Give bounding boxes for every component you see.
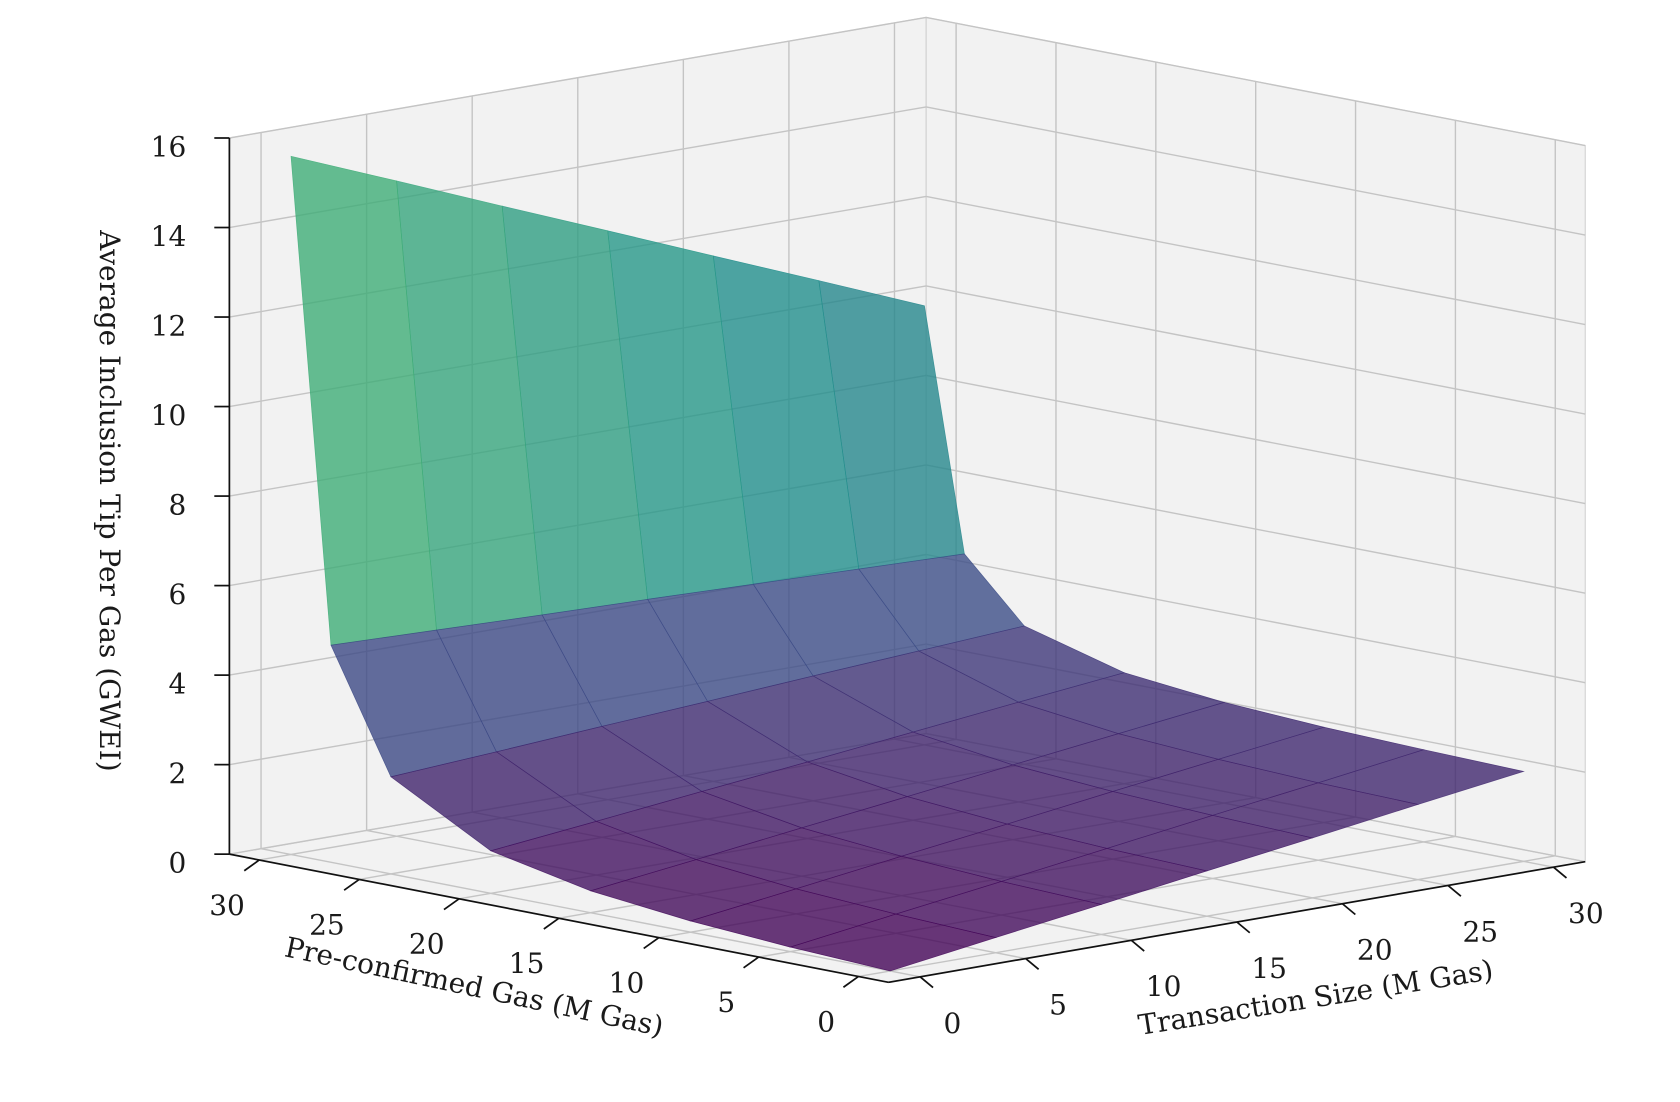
y-tick-label: 20 bbox=[409, 928, 445, 961]
grid-line bbox=[926, 464, 1586, 594]
x-tick-label: 25 bbox=[1462, 915, 1498, 948]
y-tick bbox=[243, 859, 260, 872]
z-tick-label: 16 bbox=[151, 130, 187, 163]
x-tick-label: 30 bbox=[1568, 897, 1604, 930]
x-tick-label: 15 bbox=[1251, 952, 1287, 985]
grid-line bbox=[926, 374, 1586, 505]
x-axis-label: Transaction Size (M Gas) bbox=[1136, 953, 1495, 1042]
x-tick-label: 10 bbox=[1146, 970, 1182, 1003]
z-tick-label: 2 bbox=[168, 757, 186, 790]
x-tick-label: 20 bbox=[1357, 934, 1393, 967]
grid-line bbox=[229, 16, 927, 139]
y-tick-label: 0 bbox=[817, 1005, 835, 1038]
y-tick bbox=[842, 975, 860, 988]
x-tick-label: 0 bbox=[944, 1007, 962, 1040]
x-tick bbox=[1553, 866, 1568, 879]
x-tick bbox=[919, 976, 934, 989]
surface-cell bbox=[789, 913, 997, 972]
y-tick-label: 10 bbox=[609, 967, 645, 1000]
x-tick bbox=[1130, 939, 1145, 952]
y-tick bbox=[343, 878, 360, 891]
z-tick-label: 0 bbox=[168, 846, 186, 879]
grid-line bbox=[926, 16, 1586, 147]
y-tick bbox=[743, 956, 760, 969]
y-tick-label: 30 bbox=[209, 889, 245, 922]
y-tick bbox=[643, 936, 660, 950]
y-tick-label: 5 bbox=[717, 986, 735, 1019]
axes: 0 5 10 15 20 25 30 0 5 10 15 20 25 30 0 2 4 6 8 10 12 14 16 bbox=[151, 130, 1604, 1040]
grid-line bbox=[926, 553, 1586, 684]
y-tick bbox=[443, 898, 460, 911]
z-tick-label: 10 bbox=[151, 399, 187, 432]
grid-line bbox=[926, 195, 1586, 326]
x-tick bbox=[1341, 903, 1356, 916]
z-tick-label: 6 bbox=[168, 578, 186, 611]
z-axis-label: Average Inclusion Tip Per Gas (GWEI) bbox=[93, 229, 126, 772]
grid-line bbox=[926, 285, 1586, 415]
z-tick-label: 8 bbox=[168, 488, 186, 521]
x-tick-label: 5 bbox=[1049, 989, 1067, 1022]
y-tick-label: 15 bbox=[509, 947, 545, 980]
grid-line bbox=[858, 855, 1556, 978]
z-tick-label: 14 bbox=[151, 220, 187, 253]
grid-line bbox=[926, 106, 1586, 236]
x-tick bbox=[1236, 921, 1251, 934]
y-tick bbox=[543, 917, 560, 930]
x-tick bbox=[1447, 884, 1462, 897]
surface bbox=[290, 155, 1525, 972]
z-tick-label: 12 bbox=[151, 309, 187, 342]
y-tick-label: 25 bbox=[309, 908, 345, 941]
x-tick bbox=[1025, 957, 1040, 970]
x-axis-line bbox=[888, 860, 1586, 984]
y-axis-line bbox=[229, 853, 889, 984]
z-tick-label: 4 bbox=[168, 667, 186, 700]
